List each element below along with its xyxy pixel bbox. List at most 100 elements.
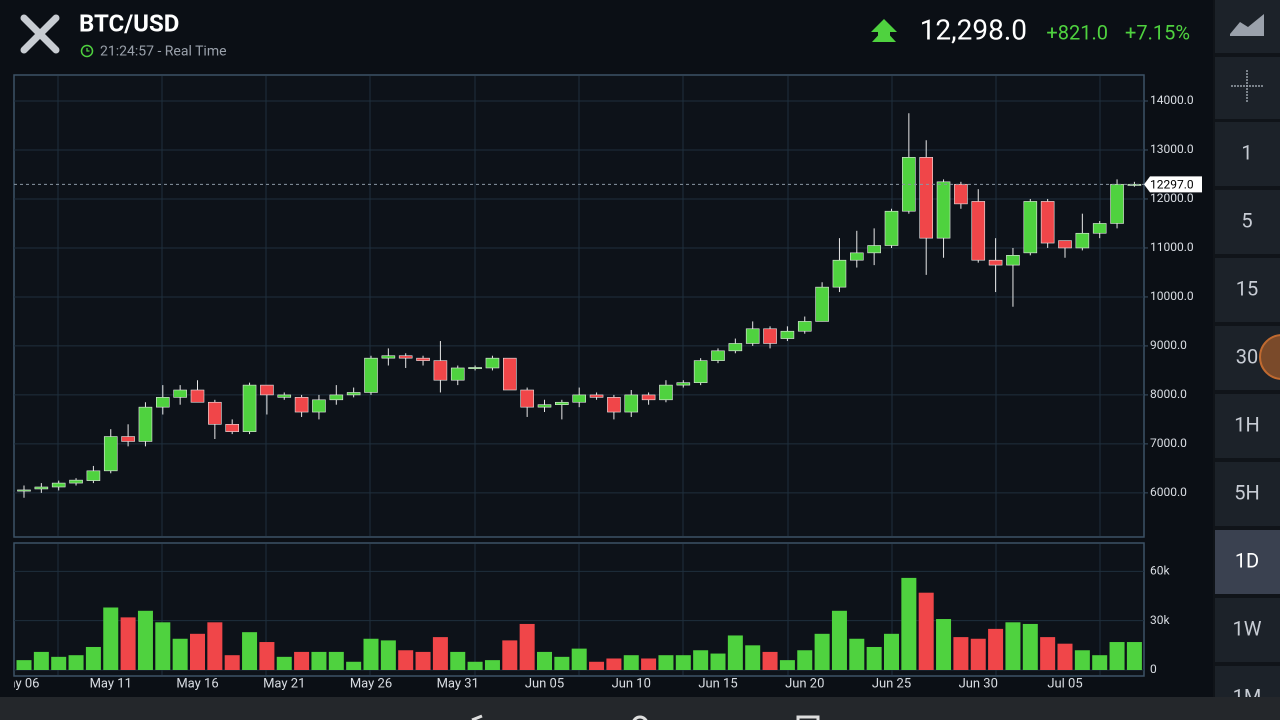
volume-bar xyxy=(918,592,934,670)
candle-body xyxy=(17,489,31,492)
volume-bar xyxy=(380,640,396,670)
candle-body xyxy=(815,286,829,322)
timeframe-label: 1 xyxy=(1241,140,1252,164)
volume-bar xyxy=(831,610,847,670)
candle-body xyxy=(329,394,344,401)
volume-bar xyxy=(797,650,813,670)
volume-bar xyxy=(33,651,49,670)
volume-bar xyxy=(762,651,778,670)
candle-body xyxy=(797,321,812,332)
candle-body xyxy=(780,330,795,339)
candle-body xyxy=(693,360,708,383)
candle-body xyxy=(208,401,222,425)
line-chart-button[interactable] xyxy=(1215,0,1280,53)
x-tick-label: Jun 15 xyxy=(698,676,737,691)
y-tick-label: 11000.0 xyxy=(1150,240,1194,254)
volume-bar xyxy=(849,638,865,670)
timeframe-button[interactable] xyxy=(1215,122,1280,186)
y-tick-label: 60k xyxy=(1150,563,1170,577)
candle-body xyxy=(555,401,569,406)
volume-bar xyxy=(155,622,171,670)
volume-bar xyxy=(1092,655,1108,670)
timeframe-button[interactable] xyxy=(1215,598,1280,662)
candle-body xyxy=(138,406,153,442)
y-tick-label: 30k xyxy=(1150,613,1170,627)
y-tick-label: 9000.0 xyxy=(1150,338,1187,352)
volume-bar xyxy=(988,628,1004,670)
volume-bar xyxy=(207,622,223,670)
volume-bar xyxy=(623,655,639,670)
timeframe-label: 5 xyxy=(1241,208,1252,232)
volume-bar xyxy=(415,651,431,670)
volume-bar xyxy=(1074,650,1090,670)
candle-body xyxy=(173,389,187,398)
nav-recent[interactable] xyxy=(796,715,820,720)
x-tick-label: Jun 25 xyxy=(872,676,911,691)
volume-bar xyxy=(814,633,830,670)
candle-body xyxy=(624,394,639,413)
x-tick-label: May 21 xyxy=(263,676,305,691)
volume-bar xyxy=(1057,643,1073,670)
timeframe-button[interactable] xyxy=(1215,258,1280,322)
candle-body xyxy=(537,404,552,408)
timeframe-label: 15 xyxy=(1236,276,1258,300)
y-tick-label: 7000.0 xyxy=(1150,436,1187,450)
candle-body xyxy=(450,367,465,381)
candle-body xyxy=(936,181,951,239)
candle-body xyxy=(260,384,274,396)
volume-bar xyxy=(363,638,379,670)
candle-body xyxy=(763,328,777,344)
current-price-label: 12297.0 xyxy=(1150,178,1194,192)
price: 12,298.0 xyxy=(920,13,1027,46)
volume-bar xyxy=(936,619,952,670)
x-tick-label: May 31 xyxy=(437,676,479,691)
candle-body xyxy=(485,357,500,369)
candle-body xyxy=(849,252,864,261)
candle-body xyxy=(398,355,413,359)
line-chart-icon xyxy=(1230,14,1264,36)
volume-bar xyxy=(346,661,362,670)
volume-bar xyxy=(884,633,899,670)
candle-body xyxy=(156,397,170,408)
candle-body xyxy=(1075,232,1090,249)
timeframe-button[interactable] xyxy=(1215,530,1280,594)
candle-body xyxy=(520,389,534,408)
nav-home[interactable] xyxy=(632,715,648,720)
volume-bar xyxy=(68,655,84,670)
y-tick-label: 10000.0 xyxy=(1150,289,1194,303)
close-button[interactable] xyxy=(20,14,60,54)
volume-bar xyxy=(1022,623,1038,670)
x-tick-label: May 26 xyxy=(350,676,392,691)
nav-back[interactable] xyxy=(471,714,483,720)
candle-body xyxy=(1127,183,1142,186)
candle-body xyxy=(971,201,986,261)
candle-body xyxy=(1110,183,1124,224)
current-price-tag xyxy=(1144,176,1202,193)
candle-body xyxy=(711,350,725,361)
candle-body xyxy=(1092,223,1107,234)
volume-bar xyxy=(1126,642,1142,670)
volume-bar xyxy=(450,651,466,670)
time-label: 21:24:57 - Real Time xyxy=(100,44,227,60)
volume-bar xyxy=(311,651,327,670)
timeframe-button[interactable] xyxy=(1215,394,1280,458)
timeframe-button[interactable] xyxy=(1215,462,1280,526)
volume-bar xyxy=(242,632,258,670)
candle-body xyxy=(190,389,205,403)
timeframe-button[interactable] xyxy=(1215,190,1280,254)
y-tick-label: 0 xyxy=(1150,662,1157,676)
timeframe-label: 5H xyxy=(1234,480,1260,504)
y-tick-label: 12000.0 xyxy=(1150,191,1194,205)
x-tick-label: Jun 05 xyxy=(525,676,564,691)
volume-bar xyxy=(970,638,986,670)
volume-bar xyxy=(571,648,587,670)
volume-bar xyxy=(779,660,795,670)
volume-bar xyxy=(276,656,292,670)
timeframe-label: 30 xyxy=(1236,344,1258,368)
scroll-indicator xyxy=(1259,334,1280,380)
volume-bar xyxy=(294,651,310,670)
candle-body xyxy=(468,367,482,369)
volume-bar xyxy=(693,650,709,670)
